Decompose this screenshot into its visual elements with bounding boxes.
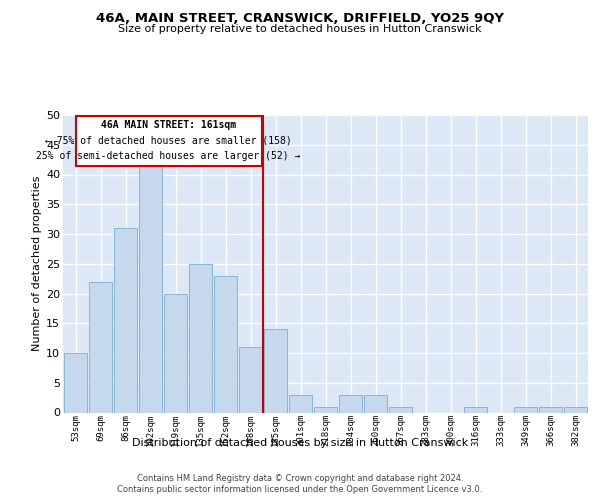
Text: Distribution of detached houses by size in Hutton Cranswick: Distribution of detached houses by size …: [132, 438, 468, 448]
Bar: [139, 162, 163, 412]
Text: 25% of semi-detached houses are larger (52) →: 25% of semi-detached houses are larger (…: [37, 150, 301, 160]
Text: 46A, MAIN STREET, CRANSWICK, DRIFFIELD, YO25 9QY: 46A, MAIN STREET, CRANSWICK, DRIFFIELD, …: [96, 12, 504, 26]
Bar: [263, 329, 287, 412]
Bar: [64, 353, 88, 412]
Bar: [214, 276, 238, 412]
Bar: [113, 228, 137, 412]
Bar: [289, 394, 313, 412]
Bar: [514, 406, 538, 412]
Text: ← 75% of detached houses are smaller (158): ← 75% of detached houses are smaller (15…: [45, 135, 292, 145]
Bar: [314, 406, 337, 412]
Bar: [563, 406, 587, 412]
Bar: [188, 264, 212, 412]
Bar: [364, 394, 388, 412]
Text: Contains HM Land Registry data © Crown copyright and database right 2024.: Contains HM Land Registry data © Crown c…: [137, 474, 463, 483]
Bar: [464, 406, 487, 412]
Bar: [338, 394, 362, 412]
Bar: [76, 116, 262, 166]
Bar: [539, 406, 562, 412]
Text: Size of property relative to detached houses in Hutton Cranswick: Size of property relative to detached ho…: [118, 24, 482, 34]
Bar: [164, 294, 187, 412]
Y-axis label: Number of detached properties: Number of detached properties: [32, 176, 42, 352]
Bar: [89, 282, 112, 412]
Text: Contains public sector information licensed under the Open Government Licence v3: Contains public sector information licen…: [118, 485, 482, 494]
Bar: [239, 347, 262, 412]
Text: 46A MAIN STREET: 161sqm: 46A MAIN STREET: 161sqm: [101, 120, 236, 130]
Bar: [389, 406, 412, 412]
